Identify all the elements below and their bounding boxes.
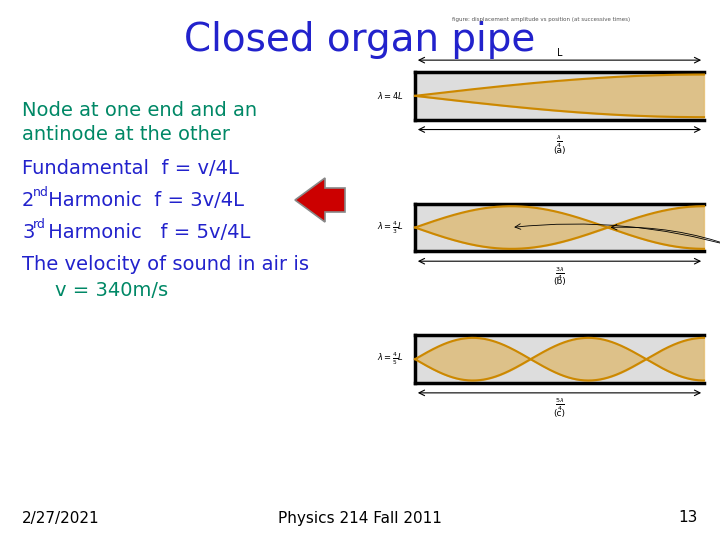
Text: L: L — [557, 48, 562, 58]
Text: (b): (b) — [553, 277, 566, 286]
Bar — [415, 204, 704, 251]
Bar — [415, 72, 704, 119]
Text: rd: rd — [33, 219, 46, 232]
Text: 3: 3 — [22, 222, 35, 241]
Bar — [415, 335, 704, 383]
Text: Harmonic  f = 3v/4L: Harmonic f = 3v/4L — [42, 191, 244, 210]
Text: $\frac{5\lambda}{4}$: $\frac{5\lambda}{4}$ — [554, 397, 564, 414]
Text: 13: 13 — [679, 510, 698, 525]
Text: figure: displacement amplitude vs position (at successive times): figure: displacement amplitude vs positi… — [452, 17, 631, 22]
Text: (a): (a) — [553, 146, 566, 154]
Text: $\lambda=4L$: $\lambda=4L$ — [377, 90, 404, 102]
Text: $\lambda=\frac{4}{3}L$: $\lambda=\frac{4}{3}L$ — [377, 219, 403, 235]
Text: The velocity of sound in air is: The velocity of sound in air is — [22, 254, 309, 273]
Text: v = 340m/s: v = 340m/s — [55, 280, 168, 300]
Text: Closed organ pipe: Closed organ pipe — [184, 21, 536, 59]
Text: nd: nd — [33, 186, 49, 199]
Text: 2: 2 — [22, 191, 35, 210]
Text: $\frac{3\lambda}{4}$: $\frac{3\lambda}{4}$ — [554, 265, 564, 282]
Text: 2/27/2021: 2/27/2021 — [22, 510, 99, 525]
Text: antinode at the other: antinode at the other — [22, 125, 230, 145]
Text: Harmonic   f = 5v/4L: Harmonic f = 5v/4L — [42, 222, 251, 241]
Text: Fundamental  f = v/4L: Fundamental f = v/4L — [22, 159, 239, 178]
Text: $\lambda=\frac{4}{5}L$: $\lambda=\frac{4}{5}L$ — [377, 351, 403, 367]
Text: Node at one end and an: Node at one end and an — [22, 100, 257, 119]
Text: (c): (c) — [554, 409, 565, 418]
Polygon shape — [295, 178, 345, 222]
Text: $\frac{\lambda}{4}$: $\frac{\lambda}{4}$ — [557, 133, 562, 150]
Text: Physics 214 Fall 2011: Physics 214 Fall 2011 — [278, 510, 442, 525]
